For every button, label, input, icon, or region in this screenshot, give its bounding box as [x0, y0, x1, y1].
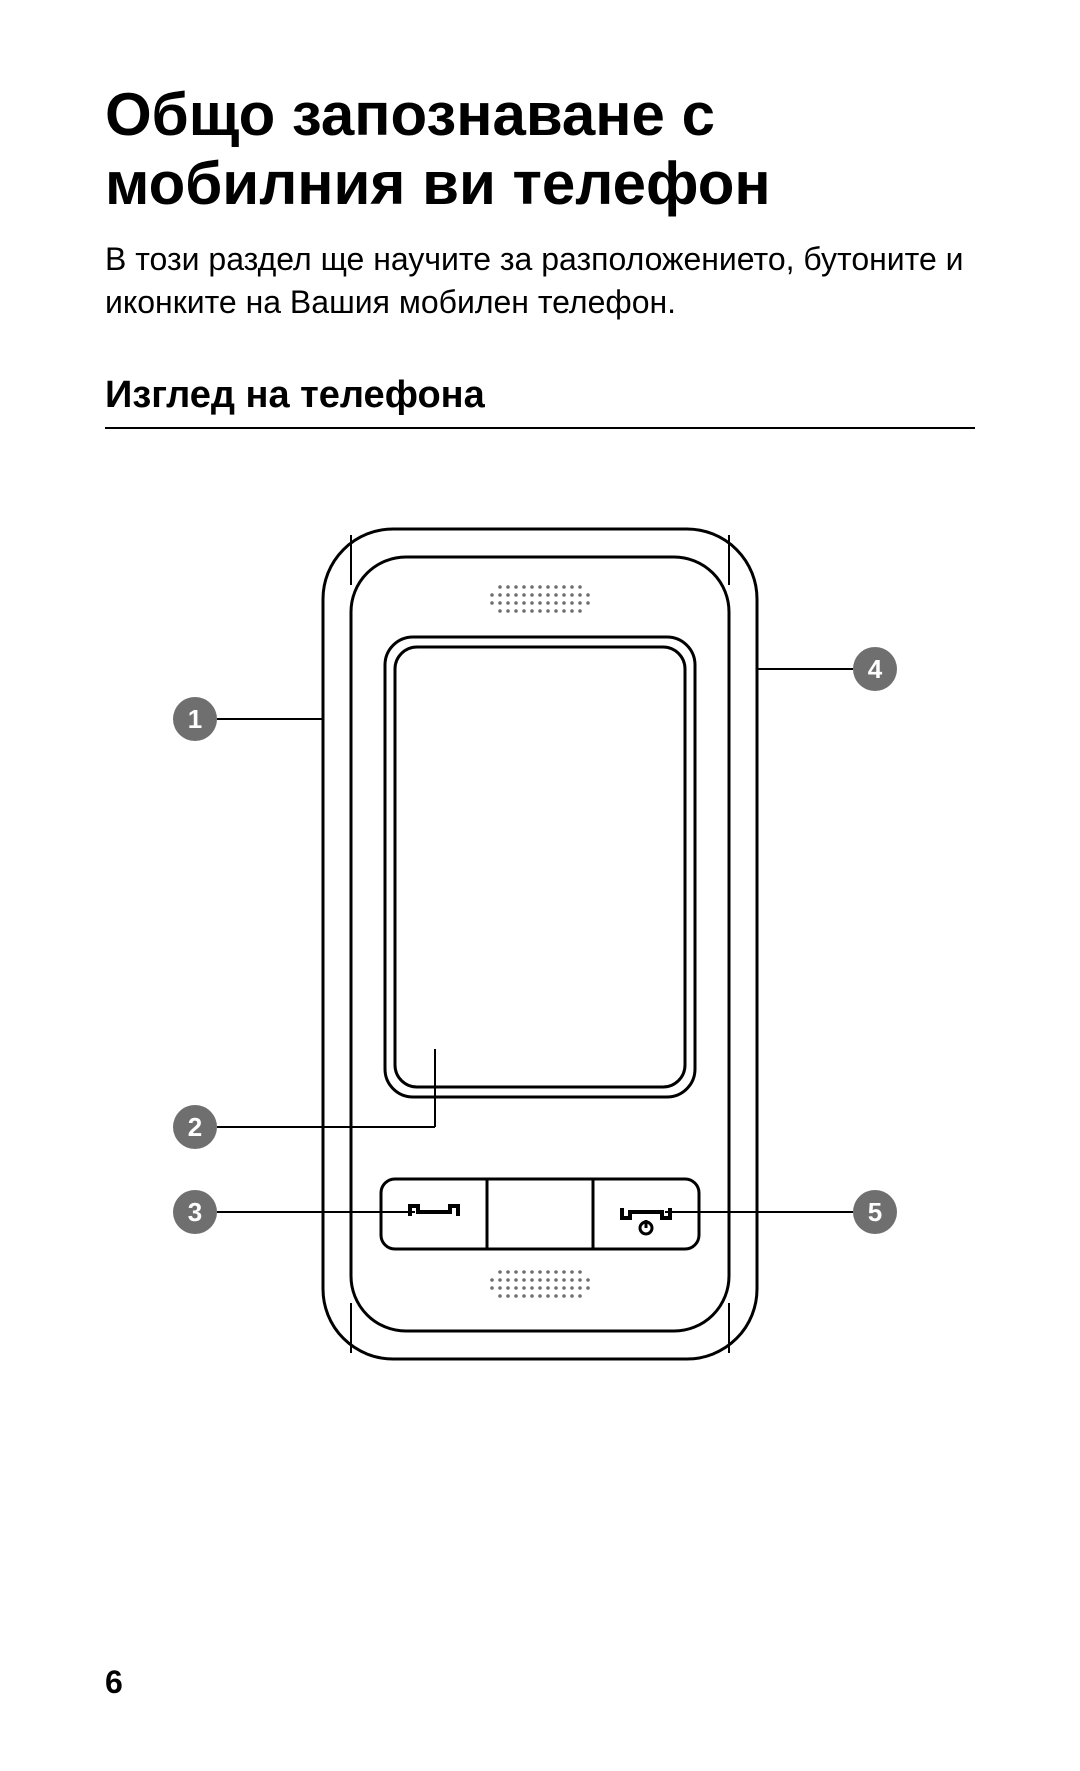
phone-svg	[105, 489, 975, 1439]
section-heading: Изглед на телефона	[105, 374, 975, 429]
page-number: 6	[105, 1664, 123, 1701]
page-title: Общо запознаване с мобилния ви телефон	[105, 80, 975, 218]
manual-page: Общо запознаване с мобилния ви телефон В…	[0, 0, 1080, 1771]
page-subtitle: В този раздел ще научите за разположение…	[105, 238, 975, 324]
phone-diagram: 1 2 3 4 5	[105, 489, 975, 1439]
